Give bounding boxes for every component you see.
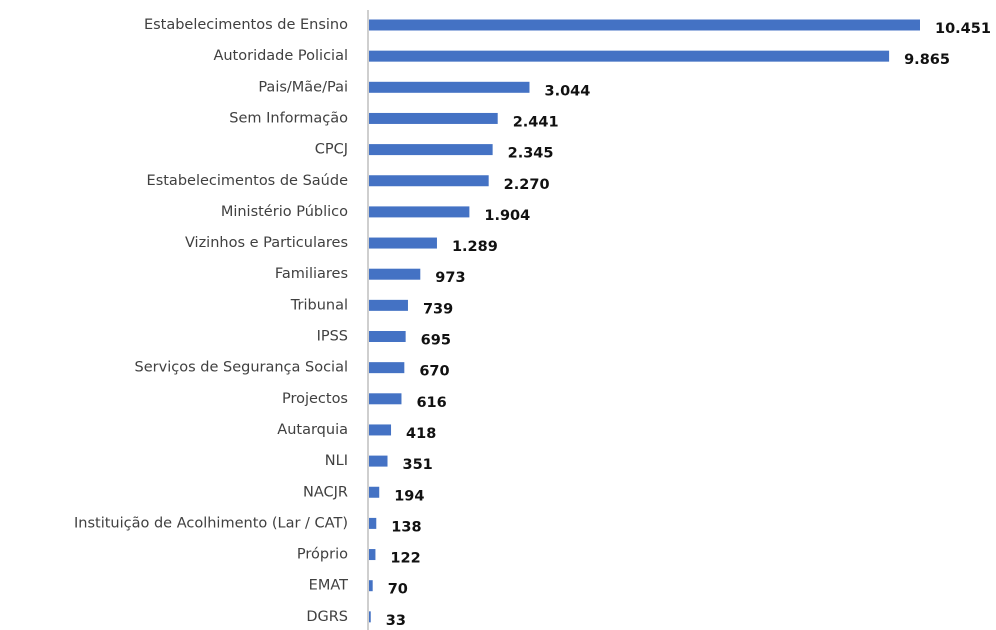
category-label: NACJR (303, 484, 348, 500)
value-label: 616 (416, 395, 446, 411)
bar (369, 144, 493, 156)
bar (369, 175, 489, 187)
category-label: Ministério Público (221, 204, 348, 220)
bar (369, 19, 920, 31)
value-label: 2.345 (508, 146, 554, 162)
value-label: 194 (394, 488, 424, 504)
bar (369, 362, 405, 374)
bar (369, 424, 392, 436)
bar (369, 517, 377, 529)
category-label: Autoridade Policial (213, 48, 348, 64)
value-label: 10.451 (935, 21, 991, 37)
bar (369, 237, 437, 249)
category-label: Serviços de Segurança Social (135, 360, 348, 376)
value-label: 138 (391, 519, 421, 535)
category-label: Estabelecimentos de Saúde (147, 173, 349, 189)
value-label: 973 (435, 270, 465, 286)
value-label: 418 (406, 426, 436, 442)
value-label: 351 (403, 457, 433, 473)
bar (369, 206, 470, 218)
category-label: IPSS (317, 329, 348, 345)
category-label: Instituição de Acolhimento (Lar / CAT) (74, 515, 348, 531)
category-label: DGRS (306, 609, 348, 625)
bar (369, 299, 408, 311)
bar (369, 580, 373, 592)
category-label: Próprio (297, 547, 348, 563)
category-label: Tribunal (290, 297, 348, 313)
category-label: CPCJ (315, 142, 348, 158)
category-label: Projectos (282, 391, 348, 407)
value-label: 122 (390, 551, 420, 567)
value-label: 9.865 (904, 52, 950, 68)
category-label: Autarquia (277, 422, 348, 438)
value-label: 70 (388, 582, 408, 598)
category-label: Pais/Mãe/Pai (258, 79, 348, 95)
value-label: 1.289 (452, 239, 498, 255)
bar (369, 112, 498, 124)
value-label: 2.270 (504, 177, 550, 193)
value-label: 2.441 (513, 114, 559, 130)
bar (369, 50, 890, 62)
bar (369, 486, 380, 498)
bar (369, 393, 402, 405)
bar (369, 549, 376, 561)
bar (369, 455, 388, 467)
bar (369, 331, 406, 342)
bar (369, 268, 421, 280)
category-label: NLI (325, 453, 348, 469)
category-label: Estabelecimentos de Ensino (144, 17, 348, 33)
value-label: 739 (423, 301, 453, 317)
value-label: 3.044 (544, 83, 590, 99)
value-label: 670 (419, 364, 449, 380)
bar (369, 611, 371, 623)
value-label: 695 (421, 333, 451, 349)
category-label: Vizinhos e Particulares (185, 235, 348, 251)
value-label: 33 (386, 613, 406, 629)
bar (369, 81, 530, 93)
category-label: EMAT (309, 578, 348, 594)
category-label: Sem Informação (229, 110, 348, 126)
value-label: 1.904 (484, 208, 530, 224)
category-label: Familiares (275, 266, 348, 282)
